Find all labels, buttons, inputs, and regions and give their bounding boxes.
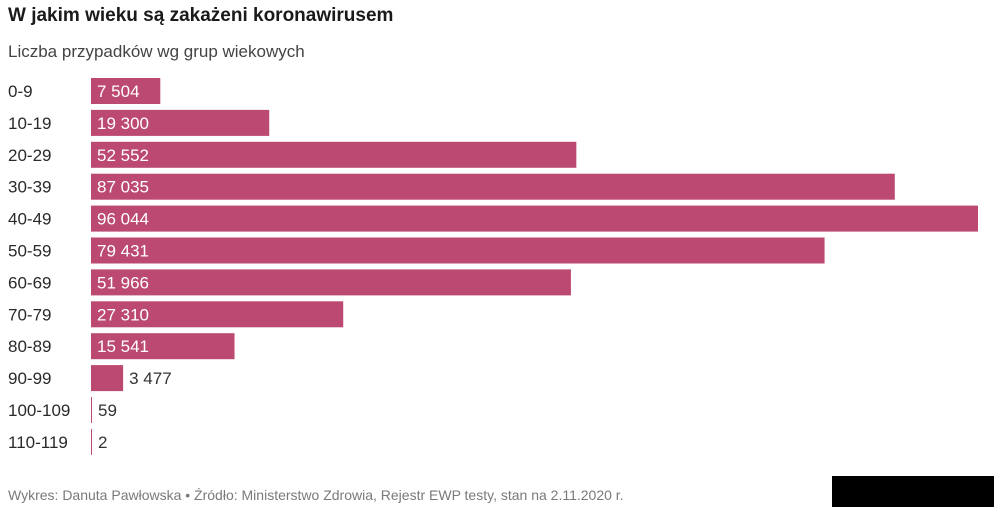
category-label: 90-99 — [8, 369, 51, 388]
bar — [91, 301, 344, 328]
value-label: 52 552 — [97, 146, 149, 165]
chart-subtitle: Liczba przypadków wg grup wiekowych — [8, 42, 305, 61]
value-label: 96 044 — [97, 210, 149, 229]
value-label: 59 — [98, 401, 117, 420]
bar — [91, 237, 825, 264]
chart-title: W jakim wieku są zakażeni koronawirusem — [8, 5, 394, 26]
category-label: 100-109 — [8, 401, 70, 420]
category-label: 60-69 — [8, 273, 51, 292]
bar — [91, 78, 161, 104]
category-label: 110-119 — [8, 433, 68, 452]
bar — [91, 109, 270, 136]
bar — [91, 205, 978, 232]
bar — [91, 365, 124, 392]
value-label: 27 310 — [97, 305, 149, 324]
value-label: 2 — [98, 433, 107, 452]
category-label: 10-19 — [8, 114, 51, 133]
bar — [91, 173, 895, 200]
value-label: 19 300 — [97, 114, 149, 133]
bar — [91, 397, 92, 423]
category-label: 70-79 — [8, 305, 51, 324]
category-label: 50-59 — [8, 242, 51, 261]
value-label: 15 541 — [97, 337, 149, 356]
value-label: 51 966 — [97, 273, 149, 292]
value-label: 79 431 — [97, 242, 149, 261]
category-label: 30-39 — [8, 178, 51, 197]
bar-chart: 0-9 7 504 10-19 19 300 20-29 52 552 30-39 87 03… — [8, 78, 978, 455]
category-label: 0-9 — [8, 82, 33, 101]
category-label: 40-49 — [8, 210, 51, 229]
bar — [91, 428, 92, 455]
category-label: 20-29 — [8, 146, 51, 165]
value-label: 3 477 — [129, 369, 172, 388]
bar — [91, 333, 235, 360]
bar — [91, 269, 571, 296]
category-label: 80-89 — [8, 337, 51, 356]
value-label: 7 504 — [97, 82, 140, 101]
publisher-logo — [832, 476, 994, 507]
value-label: 87 035 — [97, 178, 149, 197]
chart-footer: Wykres: Danuta Pawłowska • Źródło: Minis… — [8, 487, 624, 503]
bar — [91, 141, 577, 168]
